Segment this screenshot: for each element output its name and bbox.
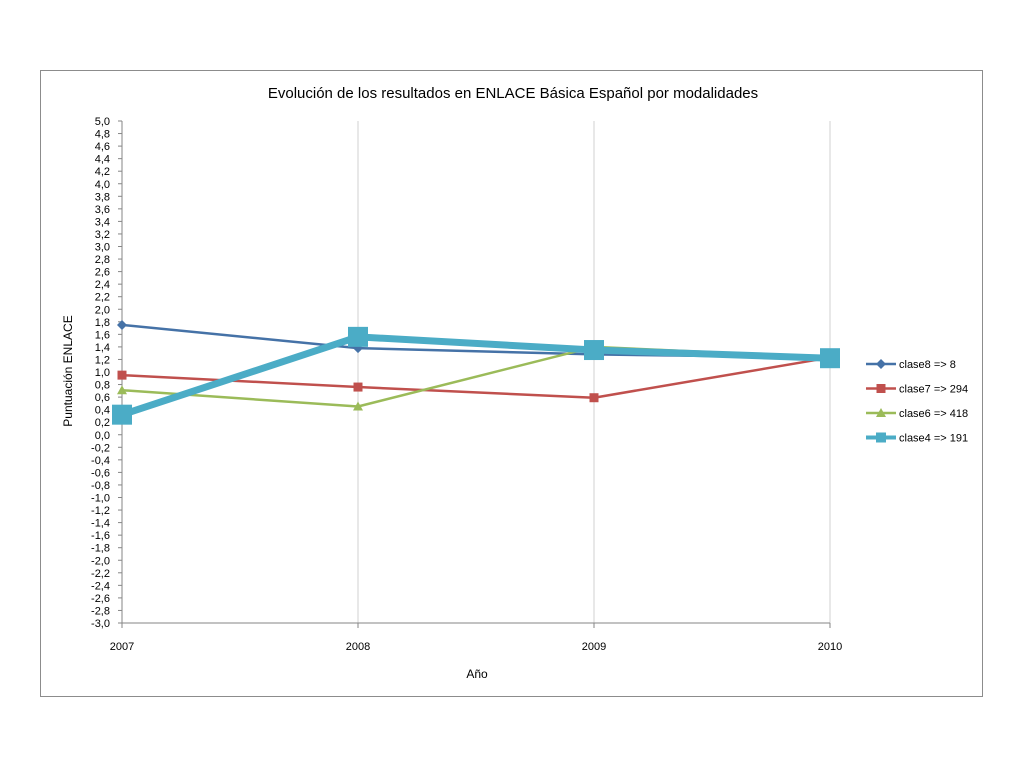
y-tick-label: 1,2 (95, 354, 110, 366)
y-tick-label: 3,8 (95, 191, 110, 203)
x-tick-label: 2010 (818, 641, 842, 653)
y-tick-label: -1,6 (91, 530, 110, 542)
legend-entry: clase4 => 191 (866, 432, 968, 445)
data-point (353, 382, 363, 392)
legend-label: clase7 => 294 (899, 384, 968, 396)
data-point (117, 370, 127, 380)
chart-frame: Evolución de los resultados en ENLACE Bá… (40, 70, 983, 697)
y-tick-label: -0,4 (91, 455, 110, 467)
legend-marker (876, 384, 886, 393)
y-tick-label: 4,8 (95, 129, 110, 141)
legend-marker (876, 359, 886, 369)
axes (121, 121, 830, 624)
x-tick-label: 2007 (110, 641, 134, 653)
y-tick-label: 2,8 (95, 254, 110, 266)
y-tick-label: 4,2 (95, 166, 110, 178)
y-tick-label: 0,6 (95, 392, 110, 404)
y-tick-label: 3,6 (95, 204, 110, 216)
legend-entry: clase6 => 418 (866, 408, 968, 420)
series (112, 319, 840, 425)
data-point (112, 404, 132, 425)
y-tick-label: -1,2 (91, 505, 110, 517)
x-tick-labels: 2007 2008 2009 2010 (110, 623, 842, 653)
y-tick-label: 1,8 (95, 317, 110, 329)
chart-title: Evolución de los resultados en ENLACE Bá… (268, 85, 758, 102)
y-tick-label: 2,6 (95, 267, 110, 279)
y-tick-label: -2,4 (91, 580, 110, 592)
y-tick-label: -2,0 (91, 555, 110, 567)
y-tick-label: 2,0 (95, 304, 110, 316)
data-point (117, 385, 127, 395)
legend-label: clase6 => 418 (899, 408, 968, 420)
y-tick-label: -1,4 (91, 518, 110, 530)
legend-label: clase4 => 191 (899, 433, 968, 445)
data-point (348, 326, 368, 347)
y-tick-label: 4,6 (95, 141, 110, 153)
series-4 (112, 326, 840, 425)
data-point (584, 340, 604, 361)
y-axis-label: Puntuación ENLACE (61, 315, 75, 426)
y-tick-label: 5,0 (95, 116, 110, 128)
grid-lines (357, 121, 831, 623)
y-tick-label: 2,4 (95, 279, 110, 291)
y-tick-label: 0,8 (95, 380, 110, 392)
series-line (121, 356, 831, 399)
series-line (120, 333, 831, 418)
legend-label: clase8 => 8 (899, 359, 956, 371)
x-tick-label: 2008 (346, 641, 370, 653)
y-tick-label: 0,0 (95, 430, 110, 442)
data-point (589, 393, 599, 403)
y-tick-label: 3,4 (95, 216, 110, 228)
y-tick-label: 1,4 (95, 342, 110, 354)
y-tick-label: 3,0 (95, 242, 110, 254)
x-axis-label: Año (466, 667, 488, 681)
legend-marker (876, 408, 886, 417)
y-tick-label: -0,2 (91, 442, 110, 454)
y-tick-label: 1,0 (95, 367, 110, 379)
y-tick-label: 0,2 (95, 417, 110, 429)
x-tick-label: 2009 (582, 641, 606, 653)
data-point (117, 319, 127, 330)
data-point (820, 348, 840, 369)
legend-entry: clase7 => 294 (866, 384, 968, 396)
line-chart: Evolución de los resultados en ENLACE Bá… (61, 85, 968, 681)
y-tick-label: 3,2 (95, 229, 110, 241)
legend: clase8 => 8 clase7 => 294 clase6 => 418 cla… (866, 359, 968, 445)
y-tick-label: -2,6 (91, 593, 110, 605)
y-tick-label: -3,0 (91, 618, 110, 630)
y-tick-label: -2,2 (91, 568, 110, 580)
y-tick-label: -1,8 (91, 543, 110, 555)
y-tick-label: 1,6 (95, 329, 110, 341)
y-tick-label: 4,4 (95, 154, 110, 166)
y-tick-label: -0,6 (91, 467, 110, 479)
legend-marker (876, 432, 886, 443)
y-tick-labels: -3,0-2,8-2,6-2,4-2,2-2,0-1,8-1,6-1,4-1,2… (91, 116, 122, 630)
y-tick-label: 0,4 (95, 405, 110, 417)
y-tick-label: -2,8 (91, 605, 110, 617)
data-point (353, 401, 363, 411)
y-tick-label: -0,8 (91, 480, 110, 492)
y-tick-label: -1,0 (91, 493, 110, 505)
legend-entry: clase8 => 8 (866, 359, 956, 371)
y-tick-label: 2,2 (95, 292, 110, 304)
y-tick-label: 4,0 (95, 179, 110, 191)
